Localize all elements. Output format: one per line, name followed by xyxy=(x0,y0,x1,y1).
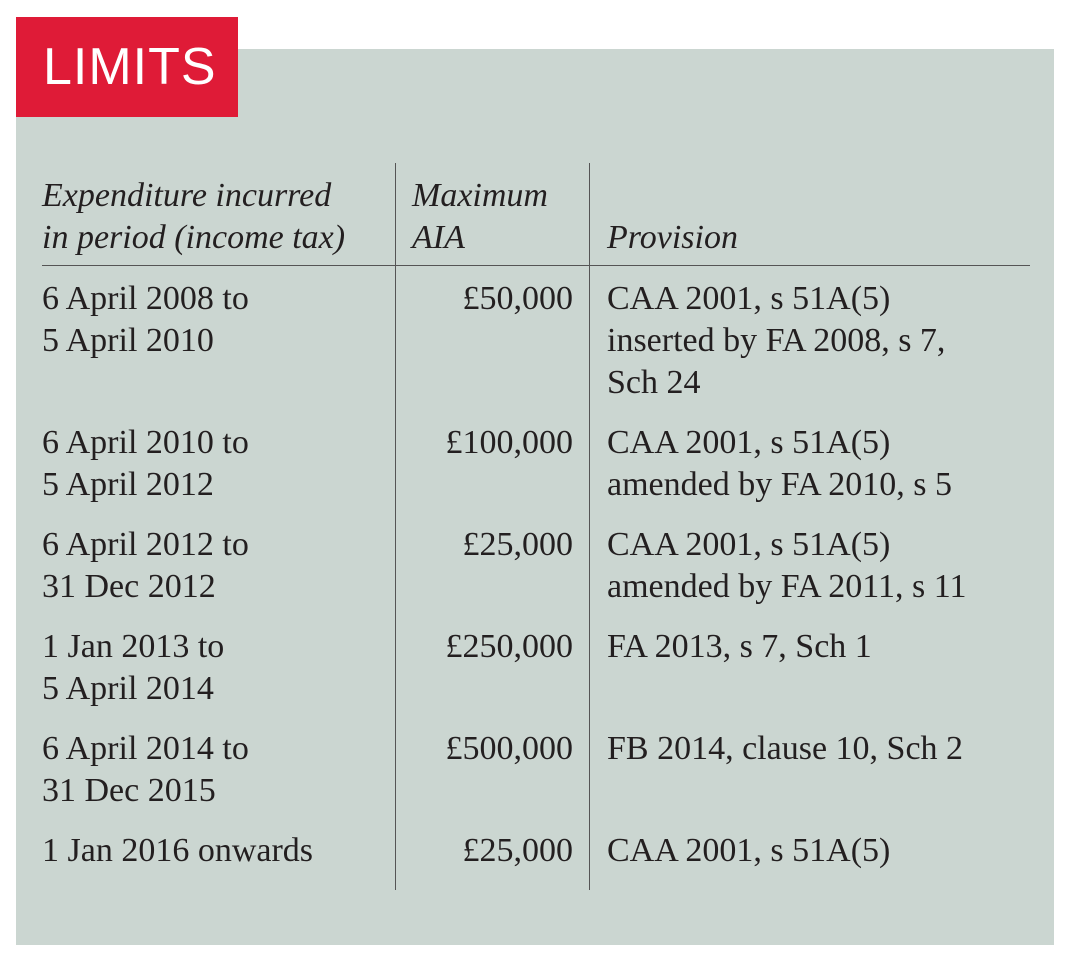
max-aia-cell: £50,000 xyxy=(395,265,590,410)
provision-cell-line: Sch 24 xyxy=(607,364,701,401)
max-aia-cell: £250,000 xyxy=(395,614,590,716)
max-aia-cell: £25,000 xyxy=(395,818,590,890)
period-cell-line: 31 Dec 2015 xyxy=(42,772,216,809)
max-aia-cell: £500,000 xyxy=(395,716,590,818)
provision-cell-line: CAA 2001, s 51A(5) xyxy=(607,526,891,563)
provision-cell-line: FB 2014, clause 10, Sch 2 xyxy=(607,730,964,767)
max-aia-cell-line: £500,000 xyxy=(445,730,574,767)
provision-cell: CAA 2001, s 51A(5) amended by FA 2010, s … xyxy=(590,410,1031,512)
provision-cell-line: CAA 2001, s 51A(5) xyxy=(607,832,891,869)
period-cell-line: 1 Jan 2016 onwards xyxy=(42,832,314,869)
period-cell-line: 5 April 2014 xyxy=(42,670,214,707)
provision-cell: FA 2013, s 7, Sch 1 xyxy=(590,614,1031,716)
section-title: LIMITS xyxy=(16,17,238,117)
period-cell-line: 5 April 2012 xyxy=(42,466,214,503)
provision-cell-line: amended by FA 2011, s 11 xyxy=(607,568,967,605)
header-line: Provision xyxy=(607,219,738,256)
period-cell-line: 31 Dec 2012 xyxy=(42,568,216,605)
max-aia-cell-line: £25,000 xyxy=(462,526,574,563)
provision-cell-line: inserted by FA 2008, s 7, xyxy=(607,322,946,359)
max-aia-cell-line: £100,000 xyxy=(445,424,574,461)
provision-cell: CAA 2001, s 51A(5) inserted by FA 2008, s… xyxy=(590,266,1031,411)
period-cell-line: 6 April 2008 to xyxy=(42,280,249,317)
header-provision: Provision xyxy=(589,163,1030,266)
max-aia-cell-line: £50,000 xyxy=(462,280,574,317)
table-row: 6 April 2010 to 5 April 2012 £100,000 CAA 2… xyxy=(42,410,1030,512)
provision-cell-line: FA 2013, s 7, Sch 1 xyxy=(607,628,872,665)
header-line: Maximum xyxy=(412,177,548,214)
header-period: Expenditure incurred in period (income ta… xyxy=(42,163,396,266)
period-cell: 6 April 2008 to 5 April 2010 xyxy=(42,265,396,410)
table-row: 1 Jan 2013 to 5 April 2014 £250,000 FA 2013… xyxy=(42,614,1030,716)
provision-cell-line: CAA 2001, s 51A(5) xyxy=(607,280,891,317)
table-row: 6 April 2014 to 31 Dec 2015 £500,000 FB 201… xyxy=(42,716,1030,818)
table-row: 6 April 2012 to 31 Dec 2012 £25,000 CAA 200… xyxy=(42,512,1030,614)
table-row: 1 Jan 2016 onwards £25,000 CAA 2001, s 51A… xyxy=(42,818,1030,890)
header-line: in period (income tax) xyxy=(42,219,346,256)
provision-cell: FB 2014, clause 10, Sch 2 xyxy=(590,716,1031,818)
period-cell: 1 Jan 2016 onwards xyxy=(42,818,396,890)
period-cell: 6 April 2012 to 31 Dec 2012 xyxy=(42,512,396,614)
period-cell-line: 5 April 2010 xyxy=(42,322,214,359)
period-cell: 6 April 2014 to 31 Dec 2015 xyxy=(42,716,396,818)
period-cell-line: 6 April 2012 to xyxy=(42,526,249,563)
table-row: 6 April 2008 to 5 April 2010 £50,000 CAA 20… xyxy=(42,265,1031,411)
period-cell-line: 1 Jan 2013 to xyxy=(42,628,225,665)
provision-cell: CAA 2001, s 51A(5) amended by FA 2011, s … xyxy=(590,512,1031,614)
provision-cell: CAA 2001, s 51A(5) xyxy=(590,818,1031,890)
period-cell-line: 6 April 2010 to xyxy=(42,424,249,461)
period-cell: 6 April 2010 to 5 April 2012 xyxy=(42,410,396,512)
max-aia-cell-line: £25,000 xyxy=(462,832,574,869)
max-aia-cell-line: £250,000 xyxy=(445,628,574,665)
aia-limits-table: Expenditure incurred in period (income ta… xyxy=(42,163,1030,890)
provision-cell-line: amended by FA 2010, s 5 xyxy=(607,466,953,503)
provision-cell-line: CAA 2001, s 51A(5) xyxy=(607,424,891,461)
header-line: Expenditure incurred xyxy=(42,177,332,214)
table-header-row: Expenditure incurred in period (income ta… xyxy=(42,163,1030,266)
header-aia: Maximum AIA xyxy=(395,163,590,266)
period-cell: 1 Jan 2013 to 5 April 2014 xyxy=(42,614,396,716)
max-aia-cell: £100,000 xyxy=(395,410,590,512)
header-line: AIA xyxy=(412,219,465,256)
max-aia-cell: £25,000 xyxy=(395,512,590,614)
period-cell-line: 6 April 2014 to xyxy=(42,730,249,767)
